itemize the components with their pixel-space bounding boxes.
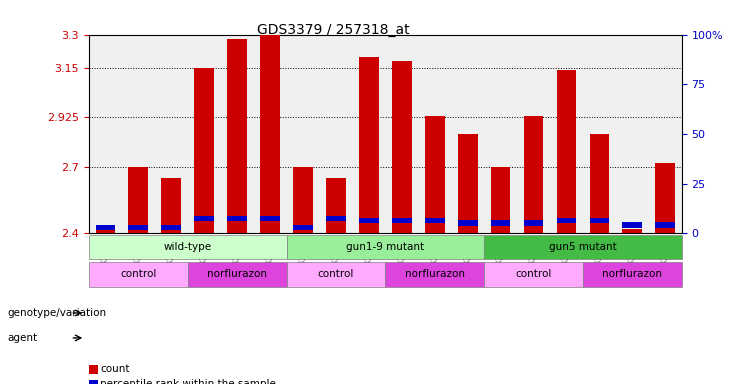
Bar <box>326 178 346 233</box>
Text: control: control <box>120 269 156 279</box>
Bar <box>556 218 576 223</box>
Bar <box>293 225 313 230</box>
FancyBboxPatch shape <box>89 235 287 259</box>
Bar <box>458 220 477 226</box>
Bar <box>227 39 247 233</box>
Bar <box>96 225 116 233</box>
Text: gun5 mutant: gun5 mutant <box>549 242 617 252</box>
Bar <box>590 218 609 223</box>
Bar <box>359 218 379 223</box>
Bar <box>458 134 477 233</box>
Bar <box>89 365 98 374</box>
Bar <box>622 229 642 233</box>
Text: norflurazon: norflurazon <box>602 269 662 279</box>
Bar <box>194 68 214 233</box>
Bar <box>293 167 313 233</box>
Bar <box>392 61 412 233</box>
Bar <box>491 167 511 233</box>
Bar <box>96 225 116 230</box>
Bar <box>556 70 576 233</box>
Bar <box>128 225 148 230</box>
Bar <box>359 57 379 233</box>
Bar <box>491 220 511 226</box>
Bar <box>326 216 346 221</box>
Bar <box>89 380 98 384</box>
FancyBboxPatch shape <box>484 235 682 259</box>
Text: percentile rank within the sample: percentile rank within the sample <box>100 379 276 384</box>
Bar <box>194 216 214 221</box>
Text: GDS3379 / 257318_at: GDS3379 / 257318_at <box>257 23 410 37</box>
Text: control: control <box>515 269 552 279</box>
Bar <box>227 216 247 221</box>
Text: norflurazon: norflurazon <box>207 269 267 279</box>
Bar <box>260 35 280 233</box>
Bar <box>162 178 181 233</box>
Bar <box>655 163 675 233</box>
Text: norflurazon: norflurazon <box>405 269 465 279</box>
Bar <box>425 218 445 223</box>
FancyBboxPatch shape <box>385 262 484 286</box>
Bar <box>524 220 543 226</box>
Bar <box>655 222 675 228</box>
Bar <box>392 218 412 223</box>
Bar <box>524 116 543 233</box>
FancyBboxPatch shape <box>484 262 583 286</box>
Text: agent: agent <box>7 333 38 343</box>
Bar <box>128 167 148 233</box>
Text: count: count <box>100 364 130 374</box>
Bar <box>260 216 280 221</box>
FancyBboxPatch shape <box>89 262 187 286</box>
Bar <box>622 222 642 228</box>
Text: wild-type: wild-type <box>164 242 212 252</box>
Text: gun1-9 mutant: gun1-9 mutant <box>346 242 425 252</box>
FancyBboxPatch shape <box>583 262 682 286</box>
Text: genotype/variation: genotype/variation <box>7 308 107 318</box>
Text: control: control <box>318 269 354 279</box>
FancyBboxPatch shape <box>187 262 287 286</box>
FancyBboxPatch shape <box>287 262 385 286</box>
Bar <box>590 134 609 233</box>
FancyBboxPatch shape <box>287 235 484 259</box>
Bar <box>425 116 445 233</box>
Bar <box>162 225 181 230</box>
